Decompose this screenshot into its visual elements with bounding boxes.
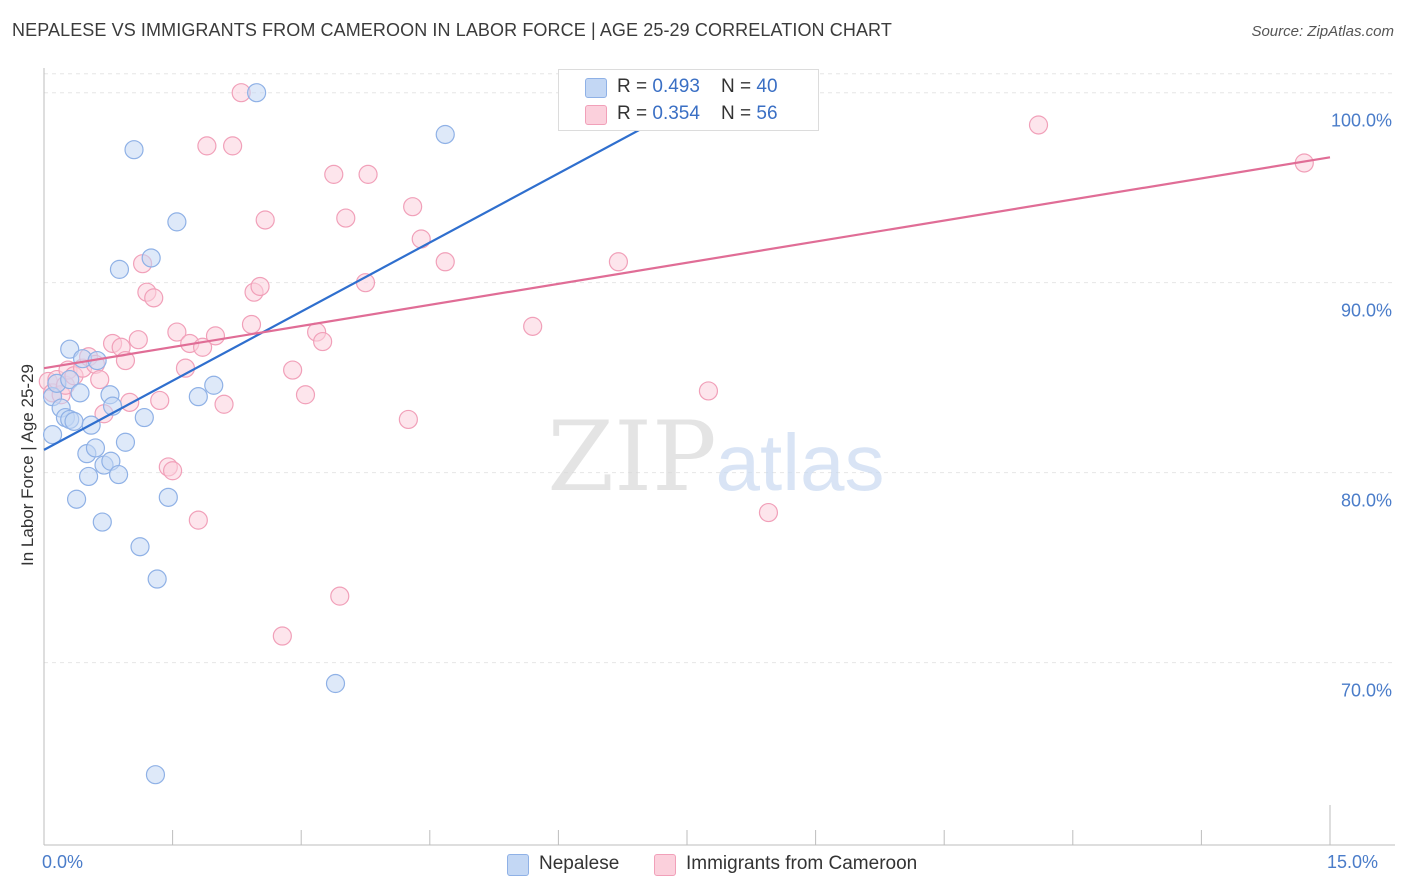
nepalese-point — [108, 464, 129, 485]
watermark: ZIP atlas — [547, 401, 884, 513]
legend: Nepalese Immigrants from Cameroon — [0, 852, 1406, 878]
gridlines — [44, 73, 1395, 664]
nepalese-point — [115, 432, 136, 452]
cameroon-point — [214, 394, 234, 414]
cameroon-point — [188, 510, 208, 530]
nepalese-point — [247, 83, 267, 103]
cameroon-point — [90, 369, 110, 390]
nepalese-point — [78, 466, 99, 487]
cameroon-point — [295, 385, 316, 405]
nepalese-point — [60, 339, 80, 359]
cameroon-point — [758, 502, 779, 523]
cameroon-point — [403, 197, 423, 217]
r-value: 0.354 — [652, 103, 700, 124]
x-max-label: 15.0% — [1327, 852, 1379, 872]
nepalese-point — [435, 124, 455, 145]
nepalese-swatch — [585, 78, 607, 98]
axes — [43, 68, 1395, 846]
watermark-zip: ZIP — [547, 401, 716, 513]
cameroon-point — [330, 586, 350, 606]
n-value: 40 — [756, 76, 778, 97]
cameroon-point — [255, 210, 275, 230]
legend-label-cameroon: Immigrants from Cameroon — [686, 853, 918, 874]
n-label: N = — [721, 76, 757, 97]
cameroon-point — [150, 390, 170, 411]
nepalese-trend-line — [43, 80, 731, 451]
y-tick-label: 80.0% — [1341, 491, 1392, 511]
cameroon-point — [523, 316, 543, 336]
nepalese-point — [325, 673, 346, 694]
nepalese-point — [92, 512, 112, 532]
cameroon-point — [250, 276, 270, 297]
legend-label-nepalese: Nepalese — [539, 853, 620, 874]
nepalese-point — [158, 487, 178, 507]
trendlines — [43, 80, 1331, 451]
cameroon-point — [272, 626, 292, 646]
cameroon-point — [324, 164, 344, 184]
nepalese-point — [134, 407, 154, 428]
cameroon-point — [167, 322, 187, 342]
cameroon-point — [398, 409, 418, 430]
nepalese-point — [85, 438, 106, 458]
x-min-label: 0.0% — [42, 852, 84, 872]
stats-box: R = 0.493 N = 40 R = 0.354 N = 56 — [558, 69, 819, 131]
cameroon-point — [313, 331, 333, 352]
cameroon-point — [163, 461, 183, 481]
r-value: 0.493 — [652, 76, 700, 97]
cameroon-trend-line — [43, 156, 1331, 370]
r-label: R = — [617, 76, 653, 97]
y-tick-label: 70.0% — [1341, 681, 1392, 701]
nepalese-point — [147, 569, 167, 589]
nepalese-point — [204, 375, 224, 395]
nepalese-point — [70, 383, 90, 403]
cameroon-point — [698, 381, 719, 401]
y-tick-label: 90.0% — [1341, 301, 1392, 321]
cameroon-point — [411, 229, 431, 249]
cameroon-point — [283, 360, 303, 380]
nepalese-point — [124, 140, 144, 160]
nepalese-point — [188, 387, 208, 407]
nepalese-point — [42, 425, 63, 445]
cameroon-point — [241, 314, 262, 335]
n-value: 56 — [756, 103, 778, 124]
chart-source: Source: ZipAtlas.com — [1251, 23, 1394, 40]
nepalese-point — [145, 765, 166, 785]
cameroon-point — [120, 392, 140, 412]
cameroon-point — [358, 164, 378, 184]
cameroon-point — [435, 252, 455, 272]
nepalese-point — [66, 489, 87, 509]
cameroon-point — [1028, 115, 1049, 135]
cameroon-legend-swatch — [654, 854, 676, 876]
nepalese-legend-swatch — [507, 854, 529, 876]
nepalese-point — [130, 537, 150, 557]
r-label: R = — [617, 103, 653, 124]
chart-title: NEPALESE VS IMMIGRANTS FROM CAMEROON IN … — [12, 20, 892, 40]
cameroon-point — [336, 208, 356, 228]
n-label: N = — [721, 103, 757, 124]
y-tick-label: 100.0% — [1331, 111, 1392, 131]
nepalese-point — [141, 248, 161, 268]
cameroon-point — [223, 136, 243, 156]
cameroon-point — [197, 136, 217, 156]
y-tick-labels: 70.0% 80.0% 90.0% 100.0% — [1331, 111, 1392, 701]
cameroon-points — [38, 83, 1314, 646]
nepalese-point — [167, 212, 187, 232]
nepalese-point — [60, 369, 80, 390]
cameroon-point — [128, 330, 148, 350]
y-axis-label: In Labor Force | Age 25-29 — [18, 364, 37, 566]
nepalese-point — [64, 411, 84, 431]
cameroon-swatch — [585, 105, 607, 125]
watermark-atlas: atlas — [716, 418, 885, 507]
cameroon-point — [144, 288, 164, 308]
cameroon-point — [608, 252, 629, 272]
nepalese-point — [109, 259, 130, 279]
